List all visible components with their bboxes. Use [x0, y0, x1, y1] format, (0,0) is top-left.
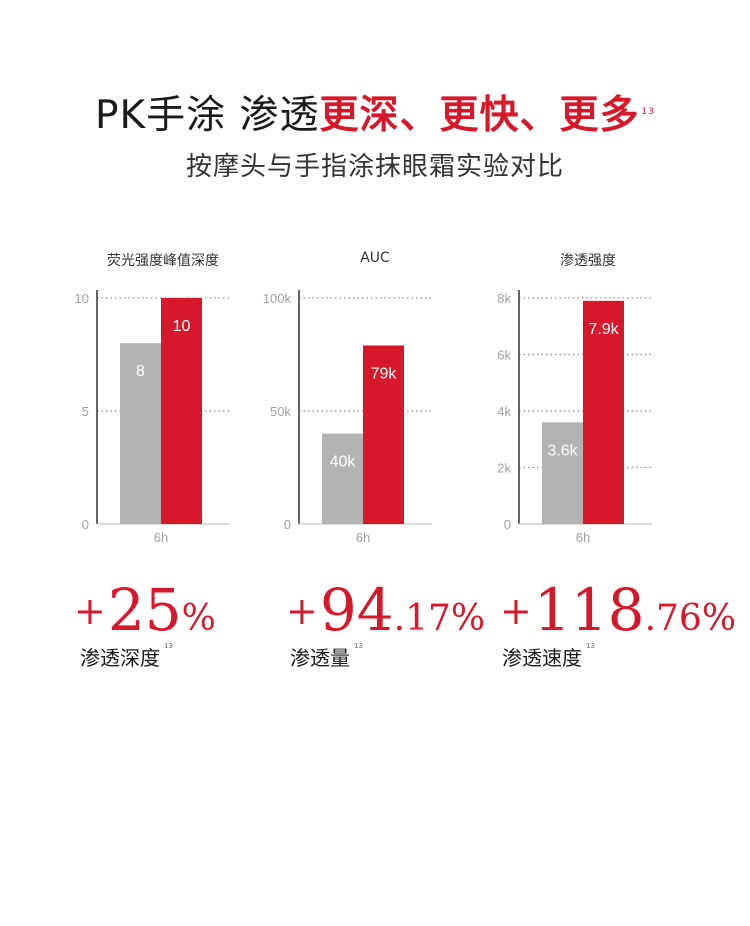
y-tick-label: 5 [82, 404, 89, 419]
title-highlight: 更深、更快、更多 [319, 93, 640, 138]
stat-amount-note: 13 [354, 642, 363, 650]
y-tick-label: 0 [284, 517, 291, 532]
bar-massagehead [583, 300, 624, 524]
y-tick-label: 100k [263, 291, 292, 306]
stat-speed-label: 渗透速度 13 [502, 642, 595, 671]
chart-peak-depth: 0 5 10 8 10 6h [75, 290, 230, 545]
x-tick-label: 6h [576, 530, 590, 545]
bar-massagehead [363, 345, 404, 524]
stat-speed-text: 渗透速度 [502, 646, 582, 670]
chart-title-intensity: 渗透强度 [560, 253, 616, 269]
stat-depth-sign: + [74, 589, 106, 633]
title-plain: PK手涂 渗透 [95, 93, 320, 138]
chart-title-auc: AUC [360, 250, 390, 266]
y-tick-label: 6k [497, 348, 511, 363]
y-tick-label: 4k [497, 404, 511, 419]
y-tick-label: 8k [497, 291, 511, 306]
chart-title-peak-depth: 荧光强度峰值深度 [107, 253, 219, 269]
y-tick-label: 0 [504, 517, 511, 532]
y-tick-label: 10 [75, 291, 89, 306]
page-title: PK手涂 渗透更深、更快、更多 13 [0, 92, 750, 140]
stat-amount-value: +94.17% [286, 580, 485, 655]
bar-handapplied [322, 433, 363, 524]
y-tick-label: 0 [82, 517, 89, 532]
stat-amount-label: 渗透量 13 [290, 642, 363, 671]
chart-auc: 0 50k 100k 40k 79k 6h [263, 290, 432, 545]
stat-speed-value: +118.76% [500, 580, 736, 655]
bar-handapplied [120, 343, 161, 524]
data-label: 7.9k [588, 321, 619, 338]
stat-amount-sign: + [286, 589, 318, 633]
stat-speed-sign: + [500, 589, 532, 633]
stat-depth-dec: % [181, 598, 216, 639]
y-tick-label: 2k [497, 461, 511, 476]
stat-amount-int: 94 [319, 576, 394, 644]
data-label: 8 [136, 363, 145, 380]
data-label: 79k [371, 365, 398, 382]
chart-intensity: 0 2k 4k 6k 8k 3.6k 7.9k 6h [497, 290, 652, 545]
y-tick-label: 50k [270, 404, 291, 419]
x-tick-label: 6h [356, 530, 370, 545]
bar-massagehead [161, 298, 202, 524]
stat-depth-note: 13 [164, 642, 173, 650]
stat-depth-int: 25 [107, 576, 182, 644]
stat-depth-label: 渗透深度 13 [80, 642, 173, 671]
stat-speed-note: 13 [586, 642, 595, 650]
page-subtitle: 按摩头与手指涂抹眼霜实验对比 [185, 152, 564, 182]
bar-handapplied [542, 422, 583, 524]
data-label: 40k [330, 454, 357, 471]
stat-speed-dec: .76% [644, 598, 737, 639]
stat-depth-text: 渗透深度 [80, 646, 160, 670]
stat-speed-int: 118 [533, 576, 645, 644]
data-label: 3.6k [547, 442, 578, 459]
stat-amount-dec: .17% [393, 598, 486, 639]
stat-depth-value: +25% [74, 580, 216, 655]
stat-amount-text: 渗透量 [290, 646, 350, 670]
data-label: 10 [173, 318, 191, 335]
x-tick-label: 6h [154, 530, 168, 545]
title-footnote-mark: 13 [641, 107, 655, 117]
